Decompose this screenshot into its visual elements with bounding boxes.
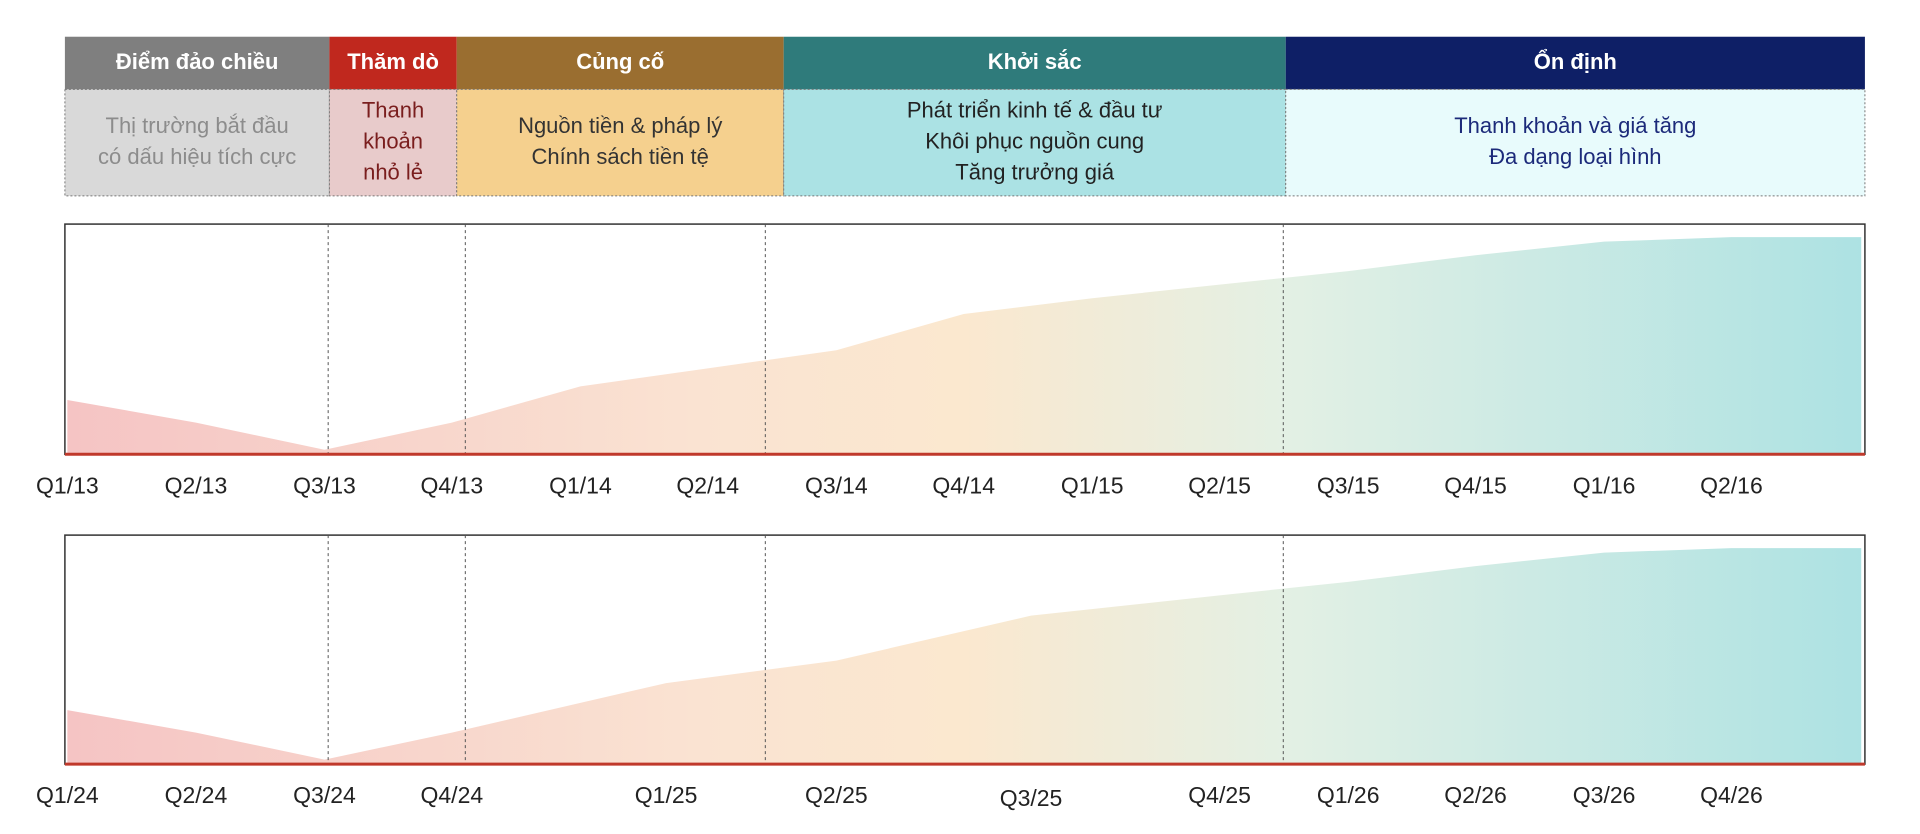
x-tick-label: Q1/15 — [1061, 472, 1124, 498]
phase-body — [456, 88, 785, 197]
x-tick-label: Q4/15 — [1444, 472, 1507, 498]
x-tick-label: Q2/16 — [1700, 472, 1763, 498]
x-tick-label: Q3/14 — [805, 472, 868, 498]
phase-name: Khởi sắc — [988, 49, 1082, 74]
phase-line: có dấu hiệu tích cực — [98, 144, 296, 169]
phase-name: Điểm đảo chiều — [116, 49, 279, 74]
x-tick-label: Q2/13 — [165, 472, 228, 498]
x-tick-label: Q3/15 — [1317, 472, 1380, 498]
x-tick-label: Q2/14 — [676, 472, 739, 498]
phase-line: Chính sách tiền tệ — [532, 144, 709, 169]
phase-header — [1285, 36, 1865, 90]
x-tick-label: Q1/14 — [549, 472, 612, 498]
phase-header — [64, 36, 330, 90]
x-tick-label: Q2/15 — [1188, 472, 1251, 498]
x-tick-label: Q1/13 — [36, 472, 99, 498]
x-tick-label: Q4/24 — [421, 782, 484, 808]
x-tick-label: Q2/26 — [1444, 782, 1507, 808]
phase-line: khoản — [363, 128, 423, 153]
phase-line: Đa dạng loại hình — [1489, 144, 1661, 169]
phase-name: Ổn định — [1534, 49, 1617, 74]
x-tick-label: Q2/25 — [805, 782, 868, 808]
x-tick-label: Q1/26 — [1317, 782, 1380, 808]
x-tick-label: Q2/24 — [165, 782, 228, 808]
x-tick-label: Q1/25 — [635, 782, 698, 808]
phase-line: Tăng trưởng giá — [955, 159, 1115, 184]
x-tick-label: Q3/13 — [293, 472, 356, 498]
phase-line: Phát triển kinh tế & đầu tư — [907, 97, 1163, 122]
phase-header — [783, 36, 1286, 90]
area — [67, 548, 1862, 765]
phase-name: Thăm dò — [347, 49, 439, 74]
phase-line: nhỏ lẻ — [363, 159, 423, 184]
x-tick-label: Q3/24 — [293, 782, 356, 808]
x-tick-label: Q1/24 — [36, 782, 99, 808]
phase-line: Nguồn tiền & pháp lý — [518, 113, 722, 138]
x-tick-label: Q4/26 — [1700, 782, 1763, 808]
phase-line: Thanh — [362, 97, 424, 122]
phase-line: Khôi phục nguồn cung — [925, 128, 1144, 153]
x-tick-label: Q4/25 — [1188, 782, 1251, 808]
area — [67, 237, 1862, 455]
x-tick-label: Q1/16 — [1573, 472, 1636, 498]
phase-header — [456, 36, 784, 90]
phase-body — [1285, 88, 1866, 197]
phase-body — [64, 88, 330, 197]
x-tick-label: Q4/13 — [421, 472, 484, 498]
phase-body — [328, 88, 458, 197]
phase-name: Củng cố — [576, 49, 664, 74]
phase-header — [329, 36, 457, 90]
x-tick-label: Q3/25 — [1000, 785, 1063, 811]
x-tick-label: Q4/14 — [932, 472, 995, 498]
phase-line: Thanh khoản và giá tăng — [1454, 113, 1696, 138]
x-tick-label: Q3/26 — [1573, 782, 1636, 808]
phase-body — [783, 88, 1287, 197]
phase-line: Thị trường bắt đầu — [106, 113, 289, 138]
